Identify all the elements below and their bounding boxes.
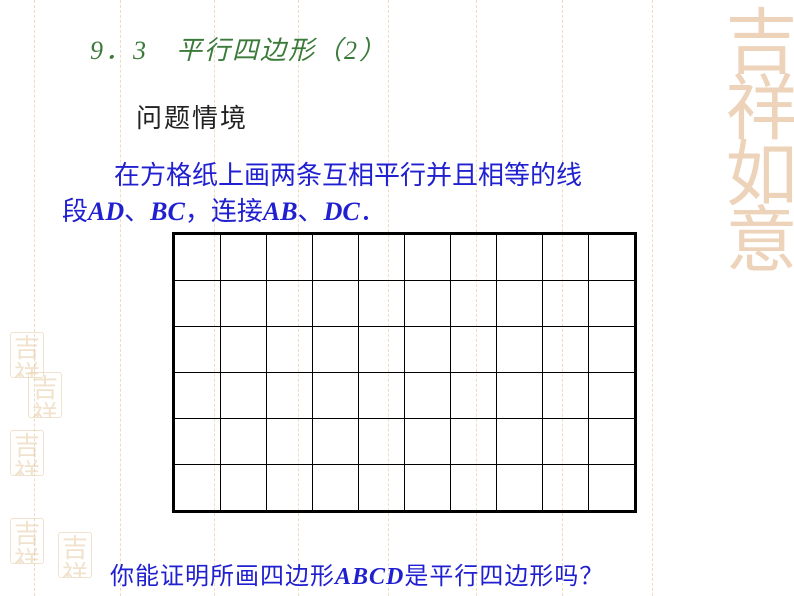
decorative-seal-top-right: 吉祥如意 — [721, 4, 786, 268]
decorative-seal-small-4: 吉祥 — [10, 518, 44, 564]
var-bc: BC — [150, 197, 185, 226]
decorative-seal-small-1: 吉祥 — [10, 332, 44, 378]
footer-question: 你能证明所画四边形ABCD是平行四边形吗？ — [110, 556, 604, 591]
section-subtitle: 问题情境 — [136, 98, 248, 135]
decorative-seal-small-5: 吉祥 — [58, 532, 92, 578]
body-text-line1: 在方格纸上画两条互相平行并且相等的线 — [114, 161, 582, 190]
var-dc: DC — [324, 197, 360, 226]
decorative-seal-small-3: 吉祥 — [10, 430, 44, 476]
body-text-end: ． — [360, 197, 386, 226]
problem-statement: 在方格纸上画两条互相平行并且相等的线 段AD、BC，连接AB、DC． — [62, 158, 712, 231]
footer-var-abcd: ABCD — [335, 564, 404, 590]
var-ad: AD — [88, 197, 124, 226]
body-text-sep1: 、 — [124, 197, 150, 226]
body-text-connect: ，连接 — [185, 197, 263, 226]
footer-post: 是平行四边形吗？ — [404, 564, 604, 590]
footer-pre: 你能证明所画四边形 — [110, 564, 335, 590]
decorative-seal-small-2: 吉祥 — [28, 372, 62, 418]
section-title: 9．3 平行四边形（2） — [90, 30, 387, 67]
var-ab: AB — [263, 197, 298, 226]
body-text-line2-prefix: 段 — [62, 197, 88, 226]
grid-table — [174, 234, 635, 511]
grid-paper — [172, 232, 637, 513]
body-text-sep2: 、 — [298, 197, 324, 226]
